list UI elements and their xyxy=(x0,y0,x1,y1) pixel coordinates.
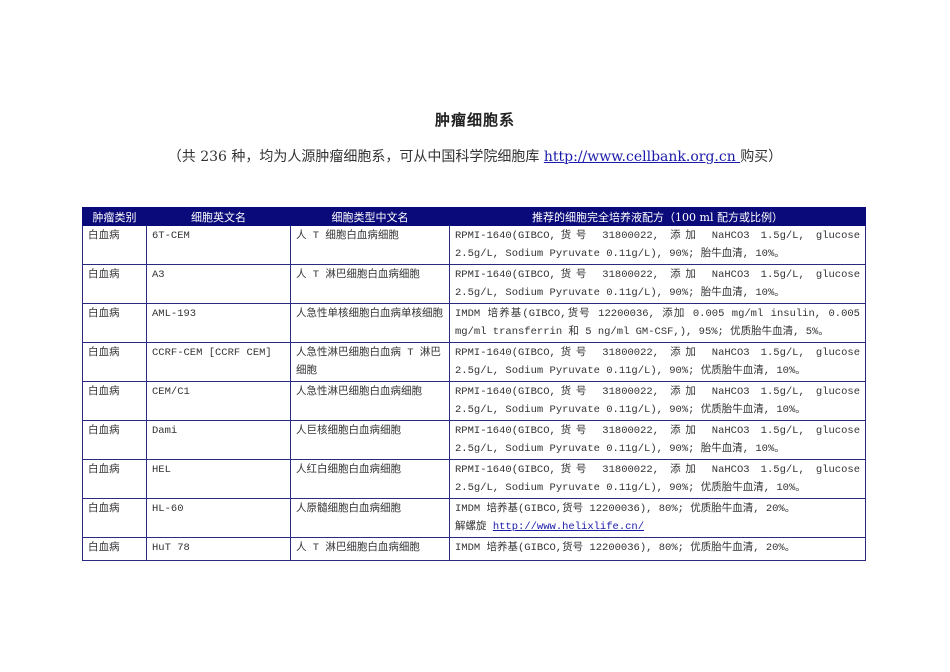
cell-name-cn: 人急性淋巴细胞白血病 T 淋巴细胞 xyxy=(290,342,450,382)
cell-name-en-text: CEM/C1 xyxy=(152,386,190,398)
cellbank-link[interactable]: http://www.cellbank.org.cn xyxy=(543,149,741,165)
cell-medium-text: RPMI-1640(GIBCO,货号 31800022, 添加 NaHCO3 1… xyxy=(455,269,860,299)
header-name-en: 细胞英文名 xyxy=(146,207,291,226)
cell-medium-text: IMDM 培养基(GIBCO,货号 12200036), 80%; 优质胎牛血清… xyxy=(455,542,796,554)
cell-name-en-text: HL-60 xyxy=(152,503,184,515)
cell-name-cn-text: 人急性淋巴细胞白血病细胞 xyxy=(296,386,422,398)
note-prefix: 解螺旋 xyxy=(455,521,493,533)
cell-category-text: 白血病 xyxy=(88,308,120,320)
table-row: 白血病 HEL 人红白细胞白血病细胞 RPMI-1640(GIBCO,货号 31800… xyxy=(82,459,866,499)
header-name-cn: 细胞类型中文名 xyxy=(290,207,450,226)
cell-category-text: 白血病 xyxy=(88,269,120,281)
cell-name-cn: 人巨核细胞白血病细胞 xyxy=(290,420,450,460)
cell-medium-text: RPMI-1640(GIBCO,货号 31800022, 添加 NaHCO3 1… xyxy=(455,464,860,494)
subtitle-prefix: （共 236 种，均为人源肿瘤细胞系，可从中国科学院细胞库 xyxy=(167,149,544,165)
cell-name-cn-text: 人 T 淋巴细胞白血病细胞 xyxy=(296,542,420,554)
cell-name-cn-text: 人 T 淋巴细胞白血病细胞 xyxy=(296,269,420,281)
header-category: 肿瘤类别 xyxy=(82,207,147,226)
cell-category-text: 白血病 xyxy=(88,386,120,398)
table-header-row: 肿瘤类别 细胞英文名 细胞类型中文名 推荐的细胞完全培养液配方（100 ml 配… xyxy=(82,207,866,226)
page-title: 肿瘤细胞系 xyxy=(434,111,515,129)
cell-name-en-text: CCRF-CEM [CCRF CEM] xyxy=(152,347,272,359)
cell-medium: RPMI-1640(GIBCO,货号 31800022, 添加 NaHCO3 1… xyxy=(449,342,866,382)
helixlife-link[interactable]: http://www.helixlife.cn/ xyxy=(492,521,645,533)
cell-name-en: Dami xyxy=(146,420,291,460)
cell-medium: RPMI-1640(GIBCO,货号 31800022, 添加 NaHCO3 1… xyxy=(449,459,866,499)
table-row: 白血病 AML-193 人急性单核细胞白血病单核细胞 IMDM 培养基(GIBCO,货… xyxy=(82,303,866,343)
cell-category: 白血病 xyxy=(82,264,147,304)
cell-medium: RPMI-1640(GIBCO,货号 31800022, 添加 NaHCO3 1… xyxy=(449,264,866,304)
cell-line-table: 肿瘤类别 细胞英文名 细胞类型中文名 推荐的细胞完全培养液配方（100 ml 配… xyxy=(82,207,866,561)
header-medium: 推荐的细胞完全培养液配方（100 ml 配方或比例） xyxy=(449,207,866,226)
cell-category: 白血病 xyxy=(82,420,147,460)
cell-name-en: HuT 78 xyxy=(146,537,291,561)
cell-category: 白血病 xyxy=(82,381,147,421)
cell-name-en: CEM/C1 xyxy=(146,381,291,421)
cell-name-en: AML-193 xyxy=(146,303,291,343)
cell-category: 白血病 xyxy=(82,459,147,499)
cell-name-cn: 人 T 淋巴细胞白血病细胞 xyxy=(290,537,450,561)
cell-category-text: 白血病 xyxy=(88,464,120,476)
cell-name-en: HEL xyxy=(146,459,291,499)
cell-category: 白血病 xyxy=(82,498,147,538)
cell-name-cn-text: 人原髓细胞白血病细胞 xyxy=(296,503,401,515)
cell-name-cn: 人急性淋巴细胞白血病细胞 xyxy=(290,381,450,421)
table-row: 白血病 CEM/C1 人急性淋巴细胞白血病细胞 RPMI-1640(GIBCO,货号 … xyxy=(82,381,866,421)
cell-name-en-text: HuT 78 xyxy=(152,542,190,554)
cell-category: 白血病 xyxy=(82,303,147,343)
cell-medium-text: RPMI-1640(GIBCO,货号 31800022, 添加 NaHCO3 1… xyxy=(455,425,860,455)
cell-name-cn: 人急性单核细胞白血病单核细胞 xyxy=(290,303,450,343)
table-row: 白血病 Dami 人巨核细胞白血病细胞 RPMI-1640(GIBCO,货号 3180… xyxy=(82,420,866,460)
cell-category: 白血病 xyxy=(82,342,147,382)
table-row: 白血病 CCRF-CEM [CCRF CEM] 人急性淋巴细胞白血病 T 淋巴细胞 R… xyxy=(82,342,866,382)
cell-name-cn-text: 人红白细胞白血病细胞 xyxy=(296,464,401,476)
table-row: 白血病 6T-CEM 人 T 细胞白血病细胞 RPMI-1640(GIBCO,货号 3… xyxy=(82,225,866,265)
cell-category: 白血病 xyxy=(82,225,147,265)
cell-name-cn-text: 人急性单核细胞白血病单核细胞 xyxy=(296,308,443,320)
cell-medium-text: RPMI-1640(GIBCO,货号 31800022, 添加 NaHCO3 1… xyxy=(455,347,860,377)
cell-name-en-text: HEL xyxy=(152,464,171,476)
cell-category-text: 白血病 xyxy=(88,230,120,242)
cell-name-cn: 人 T 细胞白血病细胞 xyxy=(290,225,450,265)
cell-medium-text: RPMI-1640(GIBCO,货号 31800022, 添加 NaHCO3 1… xyxy=(455,386,860,416)
cell-name-en-text: 6T-CEM xyxy=(152,230,190,242)
cell-name-cn: 人红白细胞白血病细胞 xyxy=(290,459,450,499)
cell-category: 白血病 xyxy=(82,537,147,561)
cell-category-text: 白血病 xyxy=(88,503,120,515)
cell-name-cn: 人 T 淋巴细胞白血病细胞 xyxy=(290,264,450,304)
cell-name-en: 6T-CEM xyxy=(146,225,291,265)
cell-medium-text: RPMI-1640(GIBCO,货号 31800022, 添加 NaHCO3 1… xyxy=(455,230,860,260)
subtitle-suffix: 购买） xyxy=(740,149,783,165)
cell-name-en-text: Dami xyxy=(152,425,178,437)
cell-medium: RPMI-1640(GIBCO,货号 31800022, 添加 NaHCO3 1… xyxy=(449,381,866,421)
cell-medium: IMDM 培养基(GIBCO,货号 12200036), 80%; 优质胎牛血清… xyxy=(449,537,866,561)
cell-name-cn-text: 人巨核细胞白血病细胞 xyxy=(296,425,401,437)
cell-category-text: 白血病 xyxy=(88,542,120,554)
cell-name-en: HL-60 xyxy=(146,498,291,538)
table-row: 白血病 A3 人 T 淋巴细胞白血病细胞 RPMI-1640(GIBCO,货号 318… xyxy=(82,264,866,304)
cell-name-en-text: A3 xyxy=(152,269,165,281)
cell-name-cn-text: 人急性淋巴细胞白血病 T 淋巴细胞 xyxy=(296,347,441,377)
cell-name-en-text: AML-193 xyxy=(152,308,197,320)
cell-category-text: 白血病 xyxy=(88,347,120,359)
cell-name-cn: 人原髓细胞白血病细胞 xyxy=(290,498,450,538)
cell-name-en: A3 xyxy=(146,264,291,304)
cell-medium: IMDM 培养基(GIBCO,货号 12200036), 80%; 优质胎牛血清… xyxy=(449,498,866,538)
cell-medium: RPMI-1640(GIBCO,货号 31800022, 添加 NaHCO3 1… xyxy=(449,420,866,460)
subtitle: （共 236 种，均为人源肿瘤细胞系，可从中国科学院细胞库 http://www… xyxy=(0,146,950,166)
cell-name-en: CCRF-CEM [CCRF CEM] xyxy=(146,342,291,382)
cell-medium: IMDM 培养基(GIBCO,货号 12200036, 添加 0.005 mg/… xyxy=(449,303,866,343)
cell-medium-text: IMDM 培养基(GIBCO,货号 12200036, 添加 0.005 mg/… xyxy=(455,308,860,338)
table-row: 白血病 HL-60 人原髓细胞白血病细胞 IMDM 培养基(GIBCO,货号 1220… xyxy=(82,498,866,538)
cell-name-cn-text: 人 T 细胞白血病细胞 xyxy=(296,230,399,242)
cell-category-text: 白血病 xyxy=(88,425,120,437)
table-row: 白血病 HuT 78 人 T 淋巴细胞白血病细胞 IMDM 培养基(GIBCO,货号 … xyxy=(82,537,866,561)
cell-medium: RPMI-1640(GIBCO,货号 31800022, 添加 NaHCO3 1… xyxy=(449,225,866,265)
cell-medium-text: IMDM 培养基(GIBCO,货号 12200036), 80%; 优质胎牛血清… xyxy=(455,503,796,515)
